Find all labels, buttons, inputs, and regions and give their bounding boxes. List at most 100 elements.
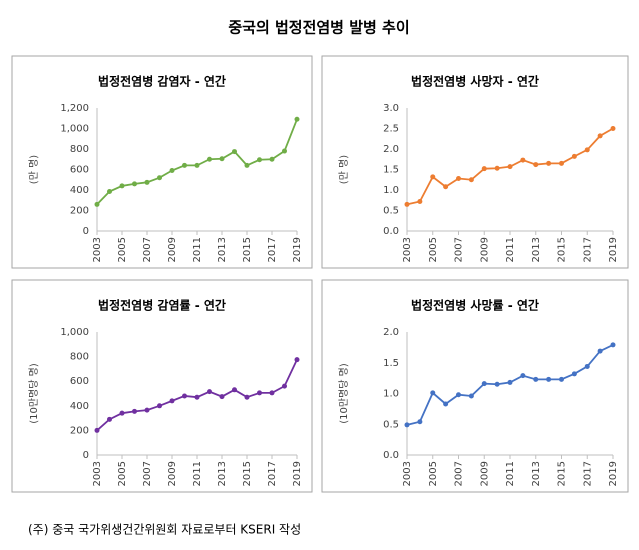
data-point (119, 410, 125, 416)
y-tick-label: 0 (83, 226, 89, 237)
y-tick-label: 1,000 (60, 124, 89, 135)
x-tick-label: 2019 (292, 461, 303, 486)
data-point (597, 348, 603, 354)
chart-title: 법정전염병 사망률 - 연간 (411, 298, 539, 313)
x-tick-label: 2013 (531, 461, 542, 486)
data-point (132, 181, 137, 187)
data-point (269, 156, 275, 162)
data-point (144, 179, 150, 185)
x-tick-label: 2013 (217, 461, 228, 486)
x-tick-label: 2013 (217, 237, 228, 262)
data-point (257, 157, 262, 163)
data-point (219, 156, 225, 162)
chart-panel (321, 279, 629, 493)
data-point (194, 162, 200, 168)
y-axis-label: (만 명) (28, 155, 40, 184)
data-point (417, 419, 423, 425)
data-point (182, 393, 187, 399)
x-tick-label: 2013 (531, 237, 542, 262)
data-point (507, 164, 513, 170)
data-point (417, 198, 423, 204)
data-point (571, 153, 577, 159)
data-point (610, 342, 616, 348)
data-point (404, 201, 410, 207)
y-tick-label: 0.0 (383, 226, 399, 237)
data-point (520, 373, 526, 379)
x-tick-label: 2003 (92, 461, 103, 486)
data-point (282, 383, 287, 389)
y-tick-label: 2.0 (383, 327, 399, 338)
data-point (456, 176, 461, 182)
y-tick-label: 0 (83, 450, 89, 461)
data-point (507, 379, 513, 385)
source-note: (주) 중국 국가위생건간위원회 자료로부터 KSERI 작성 (28, 523, 301, 537)
data-point (559, 376, 564, 382)
data-point (430, 174, 436, 180)
x-tick-label: 2015 (242, 461, 253, 486)
x-tick-label: 2003 (92, 237, 103, 262)
data-point (294, 357, 300, 363)
y-tick-label: 1.0 (383, 389, 399, 400)
data-point (430, 390, 436, 396)
x-tick-label: 2017 (267, 237, 278, 262)
x-tick-label: 2015 (557, 237, 568, 262)
y-tick-label: 1,000 (60, 327, 89, 338)
y-tick-label: 600 (70, 165, 89, 176)
x-tick-label: 2003 (402, 461, 413, 486)
data-point (94, 427, 100, 433)
y-tick-label: 0.0 (383, 450, 399, 461)
x-tick-label: 2017 (582, 237, 593, 262)
data-point (194, 394, 200, 400)
y-tick-label: 200 (70, 425, 89, 436)
x-tick-label: 2017 (582, 461, 593, 486)
data-point (597, 133, 603, 139)
page-title: 중국의 법정전염병 발병 추이 (228, 19, 409, 37)
data-point (533, 162, 539, 168)
y-tick-label: 2.5 (383, 124, 399, 135)
data-point (520, 157, 526, 163)
data-point (610, 126, 616, 131)
chart-title: 법정전염병 감염률 - 연간 (98, 298, 226, 313)
data-point (546, 160, 552, 166)
x-tick-label: 2017 (267, 461, 278, 486)
x-tick-label: 2003 (402, 237, 413, 262)
data-point (119, 183, 125, 189)
data-point (94, 201, 100, 207)
chart-title: 법정전염병 사망자 - 연간 (411, 74, 539, 89)
x-tick-label: 2019 (292, 237, 303, 262)
x-tick-label: 2007 (454, 237, 465, 262)
x-tick-label: 2015 (242, 237, 253, 262)
x-tick-label: 2007 (454, 461, 465, 486)
y-tick-label: 200 (70, 206, 89, 217)
y-tick-label: 800 (70, 352, 89, 363)
data-point (494, 165, 500, 171)
data-point (132, 408, 137, 414)
y-tick-label: 600 (70, 376, 89, 387)
x-tick-label: 2011 (192, 461, 203, 486)
x-tick-label: 2007 (142, 237, 153, 262)
chart-panel (321, 55, 629, 269)
x-tick-label: 2005 (428, 461, 439, 486)
y-tick-label: 1.0 (383, 185, 399, 196)
chart-title: 법정전염병 감염자 - 연간 (98, 74, 226, 89)
data-point (468, 177, 474, 183)
data-point (443, 401, 449, 407)
data-point (481, 381, 487, 387)
data-point (294, 116, 300, 122)
data-point (456, 392, 461, 398)
data-point (207, 156, 212, 162)
data-point (182, 162, 187, 168)
x-tick-label: 2011 (192, 237, 203, 262)
x-tick-label: 2011 (505, 461, 516, 486)
x-tick-label: 2015 (557, 461, 568, 486)
data-point (494, 381, 500, 387)
data-point (559, 160, 564, 166)
data-point (404, 422, 410, 428)
data-point (584, 147, 590, 153)
y-axis-label: (만 명) (338, 155, 350, 184)
data-point (107, 189, 112, 195)
data-point (107, 416, 112, 422)
x-tick-label: 2019 (608, 237, 619, 262)
y-tick-label: 800 (70, 144, 89, 155)
